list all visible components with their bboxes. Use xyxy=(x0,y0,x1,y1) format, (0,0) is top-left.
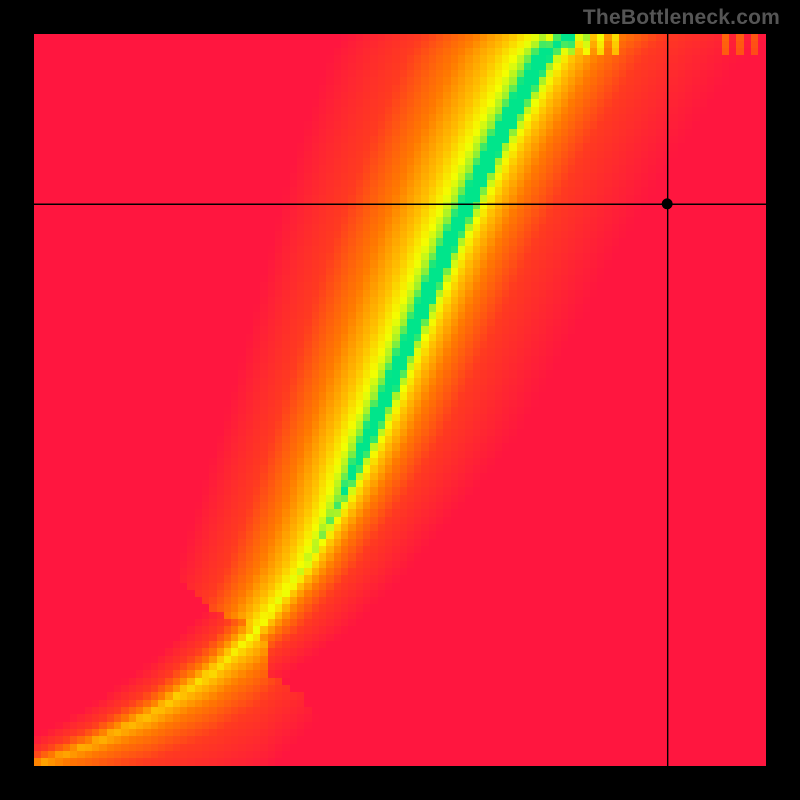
bottleneck-heatmap xyxy=(34,34,766,766)
figure-root: TheBottleneck.com xyxy=(0,0,800,800)
watermark-label: TheBottleneck.com xyxy=(583,6,780,30)
